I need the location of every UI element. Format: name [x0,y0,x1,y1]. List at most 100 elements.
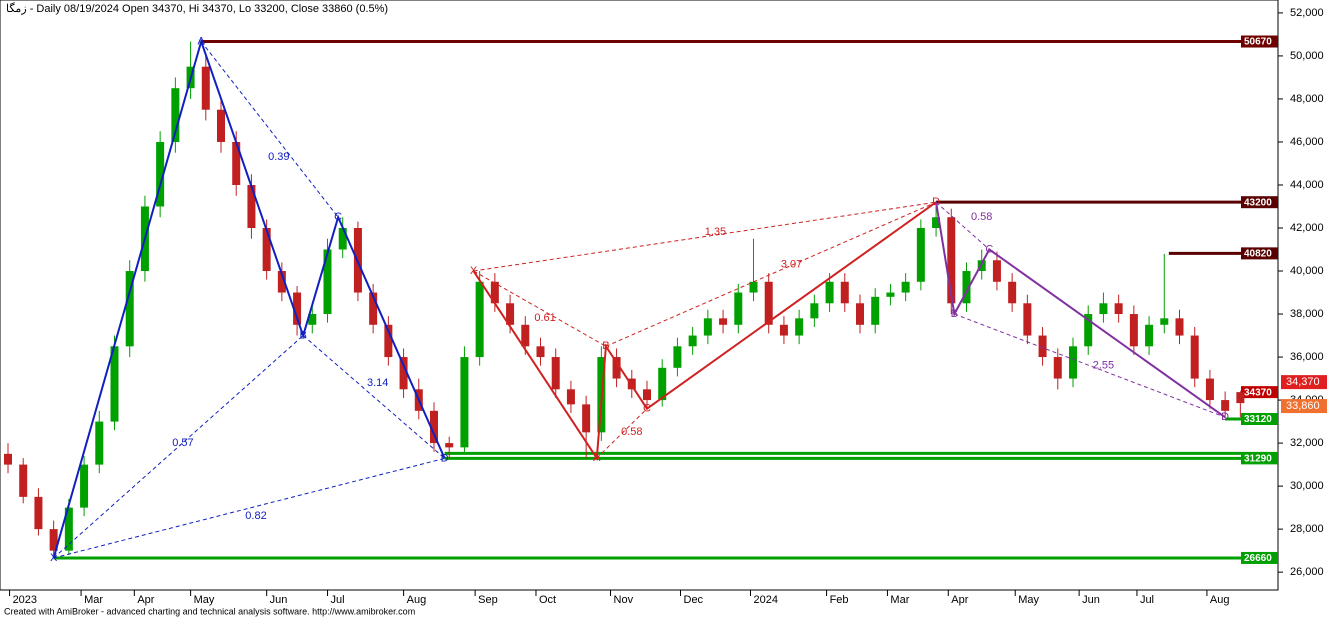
pattern-ratio: 0.82 [245,510,266,522]
candle-body [217,109,225,142]
pattern-point-label: B [951,308,958,320]
pattern-point-label: X [470,265,478,277]
y-tick-label: 46,000 [1290,136,1324,148]
level-box [1241,413,1278,426]
candle-body [749,281,758,293]
x-tick-label: Aug [1210,594,1230,606]
candle-body [992,260,1001,282]
candle-body [886,292,895,297]
pattern-ratio: 1.35 [705,226,726,238]
candle-body [232,141,241,185]
x-tick-label: Jun [1082,594,1100,606]
candle-body [460,357,469,448]
x-tick-label: Apr [951,594,968,606]
candle-body [643,389,651,401]
candle-body [475,281,484,358]
candle-body [856,303,864,325]
y-tick-label: 52,000 [1290,7,1324,19]
candle-body [536,346,545,358]
y-tick-label: 42,000 [1290,222,1324,234]
candle-body [95,421,104,465]
level-label: 26660 [1244,553,1272,564]
candle-body [871,296,880,325]
candle-body [293,292,302,325]
candle-body [34,496,43,530]
candle-body [64,507,73,551]
candle-body [201,66,210,110]
y-tick-label: 36,000 [1290,351,1324,363]
candle-body [551,357,560,390]
pattern-ratio-line [935,201,990,250]
candle-body [399,357,408,390]
level-label: 33120 [1244,414,1272,425]
y-tick-label: 44,000 [1290,179,1324,191]
pattern-ratio: 0.58 [971,211,992,223]
candle-body [688,335,697,347]
y-tick-label: 48,000 [1290,93,1324,105]
x-tick-label: May [194,594,215,606]
candle-body [932,217,941,228]
level-box [1241,247,1278,260]
pattern-point-label: A [198,35,206,47]
candle-body [156,141,165,207]
pattern-ratio-line [53,457,445,559]
level-label: 50670 [1244,37,1272,48]
candle-body [916,227,925,282]
candle-body [703,318,712,336]
candle-body [947,217,956,304]
y-tick-label: 50,000 [1290,50,1324,62]
candle-body [445,443,454,448]
price-label: 34,370 [1286,376,1320,388]
pattern-point-label: X [50,552,58,564]
candle-body [1175,318,1184,336]
x-tick-label: Aug [407,594,427,606]
pattern-ratio: 3.14 [367,377,388,389]
pattern-ratio-line [596,408,648,459]
candle-body [4,453,12,465]
pattern-point-label: D [1221,411,1229,423]
candle-body [521,324,530,347]
candle-body [658,367,667,401]
pattern-ratio: 0.57 [172,437,193,449]
y-tick-label: 40,000 [1290,265,1324,277]
pattern-point-label: D [932,196,940,208]
level-box [1241,35,1278,48]
pattern-point-label: C [334,211,342,223]
level-label: 40820 [1244,249,1272,260]
candle-body [384,324,393,358]
candle-body [962,271,971,304]
candle-body [80,464,89,508]
candle-body [277,271,286,293]
level-box [1241,551,1278,564]
x-tick-label: Mar [84,594,103,606]
candle-body [338,227,347,250]
candle-body [1190,335,1199,379]
pattern-ratio-line [473,201,937,272]
y-tick-label: 30,000 [1290,480,1324,492]
chart-title: زمگا - Daily 08/19/2024 Open 34370, Hi 3… [6,2,388,15]
x-tick-label: Dec [684,594,704,606]
candle-body [110,346,119,422]
candle-body [825,281,834,304]
candle-body [430,410,438,444]
x-tick-label: Sep [478,594,498,606]
pattern-point-label: D [441,452,449,464]
price-box [1281,375,1327,390]
level-label: 31290 [1244,454,1272,465]
level-label: 34370 [1244,387,1272,398]
candle-body [1236,392,1245,404]
candle-body [323,249,332,315]
candle-body [308,314,317,325]
pattern-ratio: 0.61 [534,312,555,324]
candle-body [1023,303,1032,336]
candle-body [977,260,986,272]
pattern-ratio: 2.55 [1093,360,1114,372]
plot-area [0,0,1279,591]
x-tick-label: Jul [1140,594,1154,606]
candle-body [369,292,378,325]
candle-body [49,529,58,551]
candle-body [1129,314,1138,347]
level-box [1241,196,1278,209]
candle-body [125,271,134,347]
